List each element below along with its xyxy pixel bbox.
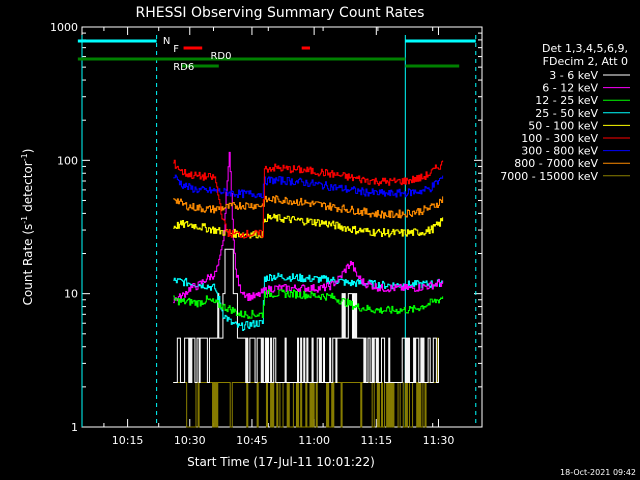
legend-label: 100 - 300 keV (521, 132, 598, 145)
series-line (173, 213, 444, 239)
legend-label: 50 - 100 keV (528, 119, 598, 132)
legend: Det 1,3,4,5,6,9,FDecim 2, Att 03 - 6 keV… (500, 42, 630, 183)
series-line (173, 272, 444, 331)
data-series (173, 151, 444, 428)
y-tick-label: 1 (71, 421, 78, 434)
x-axis-label: Start Time (17-Jul-11 10:01:22) (187, 455, 375, 469)
legend-header: FDecim 2, Att 0 (543, 55, 628, 68)
axes: 1 10 100 1000 10:15 10:30 10:45 11:00 11:15 11:30 (50, 21, 482, 447)
x-tick-label: 11:30 (423, 434, 455, 447)
series-line (173, 289, 444, 319)
x-tick-label: 11:15 (360, 434, 392, 447)
status-flags: NF RD0 RD6 (77, 35, 477, 427)
y-tick-label: 1000 (50, 21, 78, 34)
flare-label: F (173, 44, 179, 55)
legend-label: 25 - 50 keV (535, 107, 598, 120)
x-tick-label: 10:30 (174, 434, 206, 447)
x-tick-label: 11:00 (298, 434, 330, 447)
y-tick-label: 10 (64, 288, 78, 301)
legend-label: 3 - 6 keV (549, 69, 598, 82)
legend-label: 12 - 25 keV (535, 94, 598, 107)
y-tick-label: 100 (57, 154, 78, 167)
legend-label: 6 - 12 keV (542, 82, 598, 95)
series-line (173, 159, 444, 239)
series-line (173, 195, 444, 219)
legend-label: 7000 - 15000 keV (500, 170, 598, 183)
chart-title: RHESSI Observing Summary Count Rates (136, 5, 425, 21)
footer-date: 18-Oct-2021 09:42 (560, 468, 636, 477)
legend-header: Det 1,3,4,5,6,9, (542, 42, 628, 55)
rd6-label: RD6 (173, 62, 194, 73)
night-label: N (163, 36, 170, 47)
series-line (173, 248, 439, 384)
series-line (173, 174, 444, 199)
series-line (173, 151, 444, 304)
legend-label: 800 - 7000 keV (514, 157, 598, 170)
rd0-label: RD0 (210, 51, 231, 62)
x-tick-label: 10:15 (112, 434, 144, 447)
x-tick-label: 10:45 (236, 434, 268, 447)
y-axis-label: Count Rate (s-1 detector-1) (20, 149, 35, 306)
legend-label: 300 - 800 keV (521, 145, 598, 158)
